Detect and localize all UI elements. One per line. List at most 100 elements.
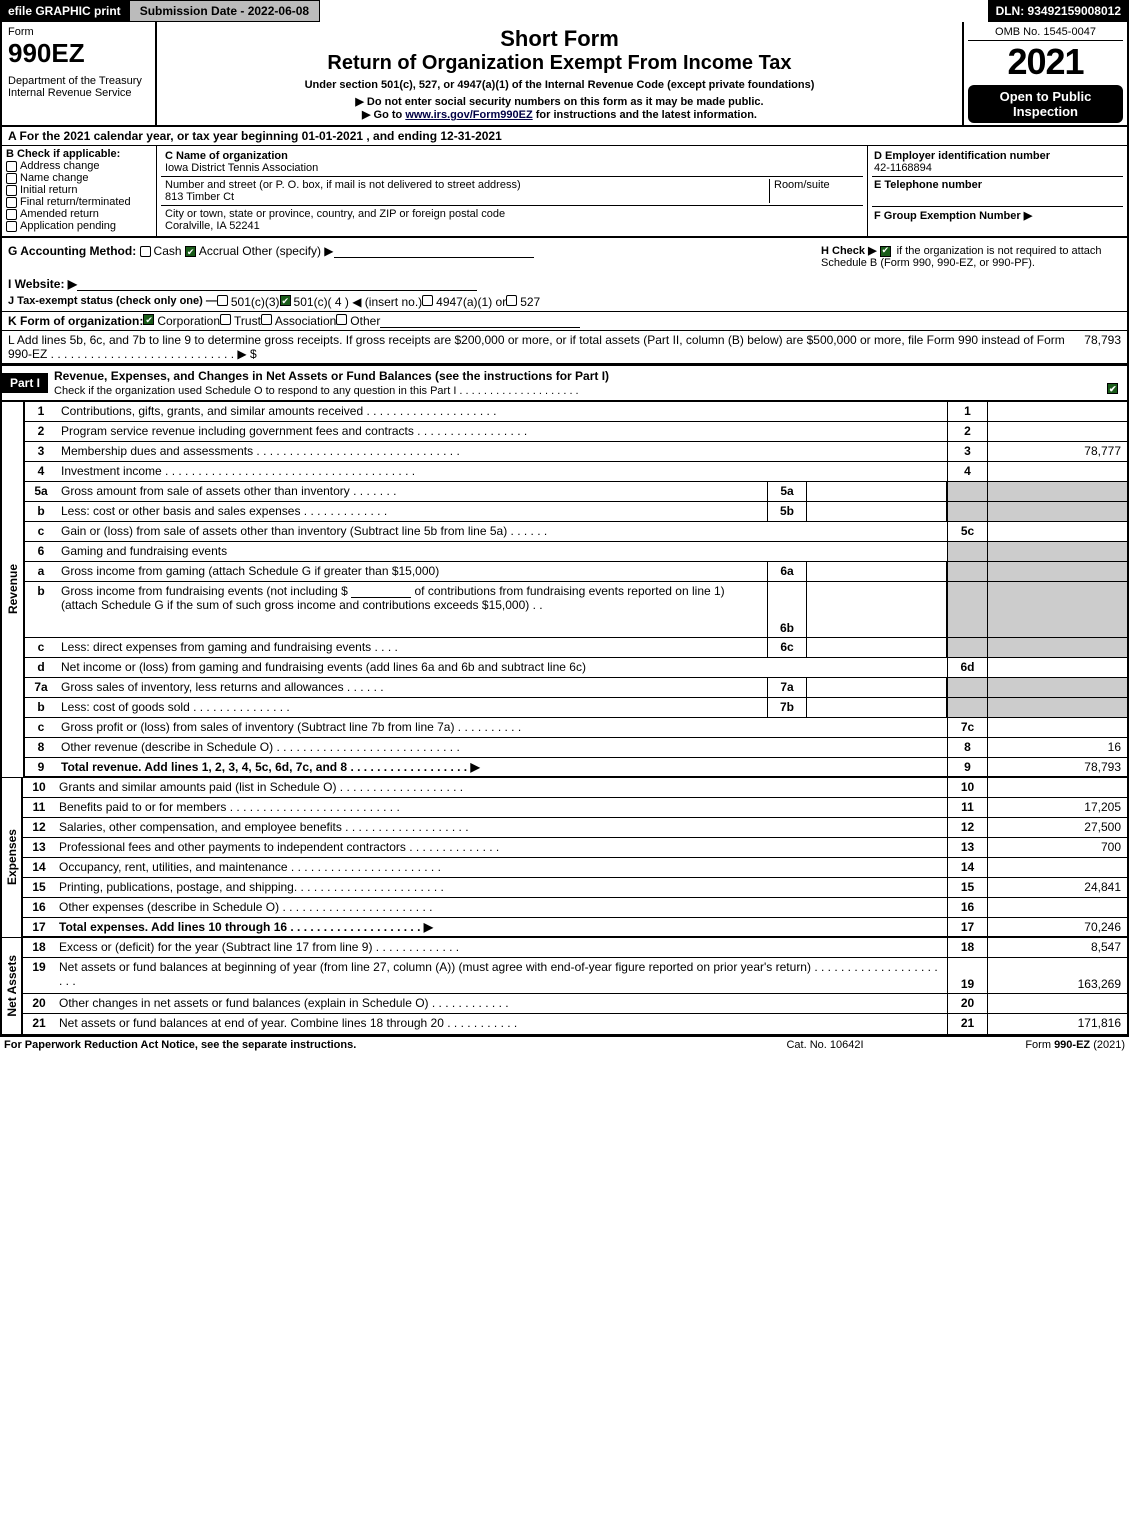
section-g-h: G Accounting Method: Cash Accrual Other … — [0, 238, 1129, 275]
line-11-amt: 17,205 — [987, 798, 1127, 817]
line-18-desc: Excess or (deficit) for the year (Subtra… — [55, 938, 947, 957]
line-6-amt — [987, 542, 1127, 561]
line-5a-ln — [947, 482, 987, 501]
label-trust: Trust — [234, 314, 261, 328]
check-cash[interactable] — [140, 246, 151, 257]
line-6-ln — [947, 542, 987, 561]
sections-d-e-f: D Employer identification number 42-1168… — [867, 146, 1127, 236]
check-application-pending[interactable] — [6, 221, 17, 232]
line-7a-sub: 7a — [767, 678, 807, 697]
check-initial-return[interactable] — [6, 185, 17, 196]
org-name: Iowa District Tennis Association — [165, 162, 318, 174]
line-2-desc: Program service revenue including govern… — [57, 422, 947, 441]
label-g: G Accounting Method: — [8, 244, 136, 258]
part-1-tab: Part I — [2, 373, 48, 393]
line-7a-amt — [987, 678, 1127, 697]
label-city: City or town, state or province, country… — [165, 208, 505, 220]
gross-receipts: 78,793 — [1084, 333, 1121, 361]
revenue-grid: 1Contributions, gifts, grants, and simil… — [24, 402, 1129, 778]
line-6d-ln: 6d — [947, 658, 987, 677]
irs-link[interactable]: www.irs.gov/Form990EZ — [405, 109, 532, 121]
line-5a-num: 5a — [25, 482, 57, 501]
label-application-pending: Application pending — [20, 220, 116, 232]
check-final-return[interactable] — [6, 197, 17, 208]
check-527[interactable] — [506, 295, 517, 306]
line-6a-val — [807, 562, 947, 581]
expenses-section: Expenses 10Grants and similar amounts pa… — [0, 778, 1129, 938]
vertical-tabs: Revenue — [0, 402, 24, 778]
label-i: I Website: ▶ — [8, 277, 77, 291]
dln-label: DLN: 93492159008012 — [988, 0, 1129, 22]
check-address-change[interactable] — [6, 161, 17, 172]
line-17-num: 17 — [23, 918, 55, 936]
check-501c3[interactable] — [217, 295, 228, 306]
part-1-body: Revenue 1Contributions, gifts, grants, a… — [0, 402, 1129, 778]
line-1-num: 1 — [25, 402, 57, 421]
part-1-title: Revenue, Expenses, and Changes in Net As… — [48, 366, 1127, 400]
part-1-header: Part I Revenue, Expenses, and Changes in… — [0, 365, 1129, 402]
check-4947[interactable] — [422, 295, 433, 306]
form-title-1: Short Form — [163, 26, 956, 52]
line-14-desc: Occupancy, rent, utilities, and maintena… — [55, 858, 947, 877]
line-4-desc: Investment income . . . . . . . . . . . … — [57, 462, 947, 481]
form-word: Form — [8, 26, 149, 38]
website-input[interactable] — [77, 277, 477, 291]
check-trust[interactable] — [220, 314, 231, 325]
line-6a-sub: 6a — [767, 562, 807, 581]
check-501c[interactable] — [280, 295, 291, 306]
section-l: L Add lines 5b, 6c, and 7b to line 9 to … — [0, 331, 1129, 365]
line-20-ln: 20 — [947, 994, 987, 1013]
line-12-desc: Salaries, other compensation, and employ… — [55, 818, 947, 837]
line-5b-ln — [947, 502, 987, 521]
line-19-num: 19 — [23, 958, 55, 993]
check-association[interactable] — [261, 314, 272, 325]
line-21-desc: Net assets or fund balances at end of ye… — [55, 1014, 947, 1034]
check-schedule-o[interactable] — [1107, 383, 1118, 394]
label-final-return: Final return/terminated — [20, 196, 131, 208]
line-6-desc: Gaming and fundraising events — [57, 542, 947, 561]
line-6c-num: c — [25, 638, 57, 657]
label-527: 527 — [520, 295, 540, 309]
form-title-2: Return of Organization Exempt From Incom… — [163, 52, 956, 75]
line-9-desc: Total revenue. Add lines 1, 2, 3, 4, 5c,… — [57, 758, 947, 776]
label-other-org: Other — [350, 314, 380, 328]
line-4-ln: 4 — [947, 462, 987, 481]
line-7b-val — [807, 698, 947, 717]
other-method-input[interactable] — [334, 244, 534, 258]
line-14-amt — [987, 858, 1127, 877]
other-org-input[interactable] — [380, 314, 580, 328]
check-h[interactable] — [880, 246, 891, 257]
label-k: K Form of organization: — [8, 314, 143, 328]
line-4-amt — [987, 462, 1127, 481]
section-a: A For the 2021 calendar year, or tax yea… — [0, 127, 1129, 146]
line-12-amt: 27,500 — [987, 818, 1127, 837]
check-corporation[interactable] — [143, 314, 154, 325]
line-6b-input[interactable] — [351, 584, 411, 598]
expenses-grid: 10Grants and similar amounts paid (list … — [22, 778, 1129, 938]
line-19-amt: 163,269 — [987, 958, 1127, 993]
line-7a-desc: Gross sales of inventory, less returns a… — [57, 678, 767, 697]
check-accrual[interactable] — [185, 246, 196, 257]
label-name-change: Name change — [20, 172, 89, 184]
label-room: Room/suite — [774, 179, 830, 191]
form-note-1: ▶ Do not enter social security numbers o… — [163, 95, 956, 108]
check-name-change[interactable] — [6, 173, 17, 184]
line-5c-amt — [987, 522, 1127, 541]
check-amended-return[interactable] — [6, 209, 17, 220]
label-501c: 501(c)( 4 ) ◀ (insert no.) — [294, 295, 423, 309]
line-6c-ln — [947, 638, 987, 657]
line-6c-amt — [987, 638, 1127, 657]
line-5b-val — [807, 502, 947, 521]
part-1-title-text: Revenue, Expenses, and Changes in Net As… — [54, 369, 609, 383]
check-other-org[interactable] — [336, 314, 347, 325]
section-i: I Website: ▶ — [0, 275, 1129, 293]
label-corporation: Corporation — [157, 314, 220, 328]
line-7a-ln — [947, 678, 987, 697]
line-19-ln: 19 — [947, 958, 987, 993]
footer-center: Cat. No. 10642I — [725, 1039, 925, 1051]
line-20-amt — [987, 994, 1127, 1013]
line-6d-amt — [987, 658, 1127, 677]
line-7c-amt — [987, 718, 1127, 737]
label-c: C Name of organization — [165, 150, 288, 162]
line-7c-num: c — [25, 718, 57, 737]
